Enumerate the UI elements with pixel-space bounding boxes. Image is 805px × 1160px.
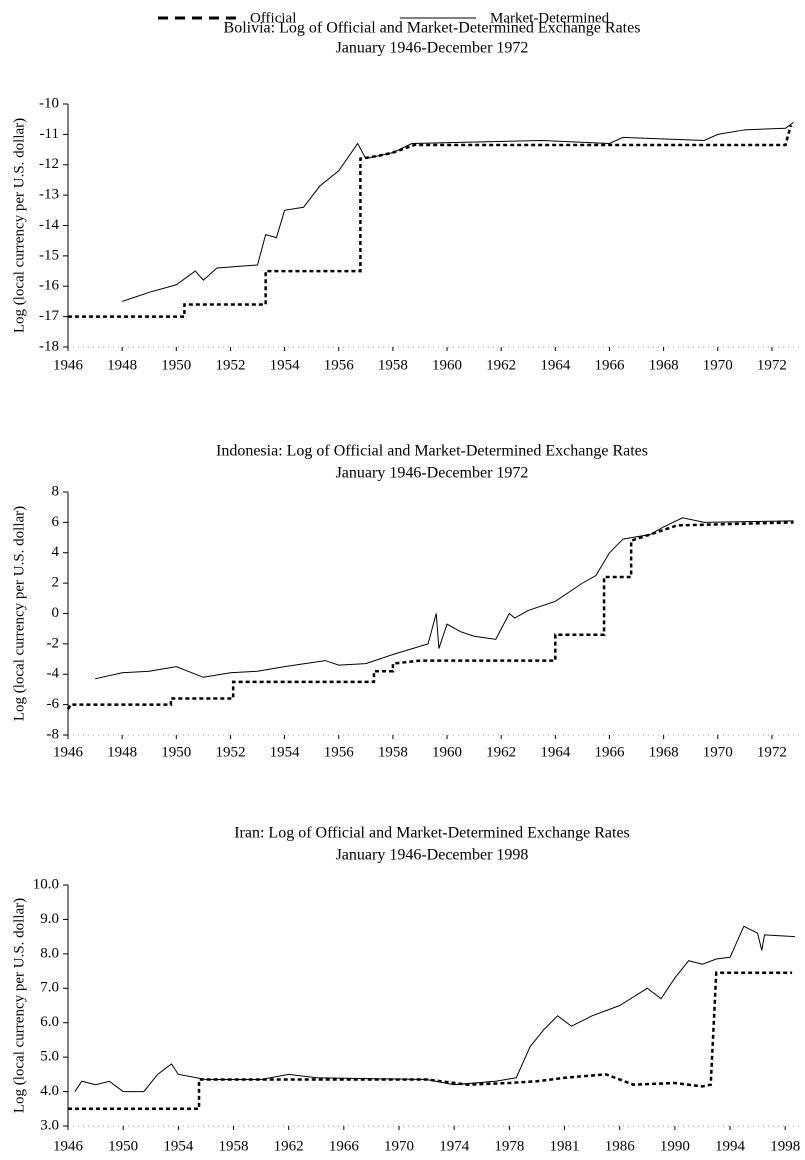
official-line — [68, 971, 793, 1111]
chart-subtitle: January 1946-December 1998 — [336, 847, 529, 864]
chart: Iran: Log of Official and Market-Determi… — [11, 825, 800, 1155]
y-tick-label: -15 — [39, 247, 59, 263]
y-tick-label: -17 — [39, 308, 59, 324]
x-tick-label: 1956 — [324, 357, 355, 373]
chart-subtitle: January 1946-December 1972 — [336, 465, 529, 482]
x-tick-label: 1958 — [378, 744, 408, 760]
y-axis-label: Log (local currency per U.S. dollar) — [11, 506, 27, 721]
x-tick-label: 1978 — [494, 1138, 524, 1154]
legend-label: Official — [250, 10, 296, 26]
x-tick-label: 1986 — [605, 1138, 636, 1154]
x-tick-label: 1954 — [270, 357, 301, 373]
x-tick-label: 1952 — [215, 744, 245, 760]
chart-title: Bolivia: Log of Official and Market-Dete… — [224, 20, 641, 37]
x-tick-label: 1968 — [649, 744, 679, 760]
x-tick-label: 1960 — [432, 744, 462, 760]
y-tick-label: -18 — [39, 338, 59, 354]
y-tick-label: 9.0 — [40, 911, 59, 927]
x-tick-label: 1950 — [108, 1138, 138, 1154]
y-tick-label: -12 — [39, 156, 59, 172]
x-tick-label: 1946 — [53, 744, 84, 760]
x-tick-label: 1946 — [53, 1138, 84, 1154]
market-line — [121, 121, 794, 302]
y-tick-label: 4 — [52, 544, 60, 560]
y-tick-label: 6 — [52, 514, 60, 530]
x-tick-label: 1966 — [329, 1138, 360, 1154]
x-tick-label: 1966 — [594, 744, 625, 760]
x-tick-label: 1998 — [770, 1138, 800, 1154]
x-tick-label: 1962 — [486, 357, 516, 373]
x-tick-label: 1994 — [715, 1138, 746, 1154]
y-tick-label: 6.0 — [40, 1014, 59, 1030]
x-tick-label: 1954 — [270, 744, 301, 760]
x-tick-label: 1990 — [660, 1138, 690, 1154]
x-tick-label: 1948 — [107, 357, 137, 373]
x-tick-label: 1972 — [757, 744, 787, 760]
y-tick-label: 10.0 — [33, 876, 59, 892]
market-line — [74, 925, 795, 1093]
y-tick-label: 8.0 — [40, 945, 59, 961]
chart: Indonesia: Log of Official and Market-De… — [11, 443, 799, 760]
legend-label: Market-Determined — [490, 10, 610, 26]
y-tick-label: -4 — [47, 666, 60, 682]
y-tick-label: -2 — [47, 635, 60, 651]
x-tick-label: 1970 — [703, 744, 733, 760]
x-tick-label: 1954 — [163, 1138, 194, 1154]
y-tick-label: 2 — [52, 575, 60, 591]
x-tick-label: 1960 — [432, 357, 462, 373]
y-tick-label: -8 — [47, 726, 60, 742]
x-tick-label: 1962 — [486, 744, 516, 760]
x-tick-label: 1950 — [161, 744, 191, 760]
official-line — [68, 124, 793, 318]
chart-title: Iran: Log of Official and Market-Determi… — [234, 825, 630, 842]
y-axis-label: Log (local currency per U.S. dollar) — [11, 898, 27, 1113]
x-tick-label: 1970 — [703, 357, 733, 373]
x-tick-label: 1964 — [540, 357, 571, 373]
x-tick-label: 1968 — [649, 357, 679, 373]
y-tick-label: 0 — [52, 605, 60, 621]
official-line — [66, 521, 794, 710]
chart: Bolivia: Log of Official and Market-Dete… — [11, 20, 799, 373]
x-tick-label: 1962 — [274, 1138, 304, 1154]
x-tick-label: 1950 — [161, 357, 191, 373]
x-tick-label: 1974 — [439, 1138, 470, 1154]
y-axis-label: Log (local currency per U.S. dollar) — [11, 118, 27, 333]
y-tick-label: -10 — [39, 95, 59, 111]
x-tick-label: 1966 — [594, 357, 625, 373]
y-tick-label: 7.0 — [40, 980, 59, 996]
y-tick-label: 3.0 — [40, 1117, 59, 1133]
y-tick-label: -13 — [39, 187, 59, 203]
legend: Official Market-Determined — [158, 10, 610, 26]
x-tick-label: 1952 — [215, 357, 245, 373]
x-tick-label: 1946 — [53, 357, 84, 373]
y-tick-label: -16 — [39, 278, 59, 294]
market-line — [94, 517, 794, 680]
x-tick-label: 1972 — [757, 357, 787, 373]
y-tick-label: -6 — [47, 696, 60, 712]
y-tick-label: -14 — [39, 217, 59, 233]
y-tick-label: 4.0 — [40, 1083, 59, 1099]
x-tick-label: 1970 — [384, 1138, 414, 1154]
chart-title: Indonesia: Log of Official and Market-De… — [216, 443, 648, 460]
x-tick-label: 1958 — [219, 1138, 249, 1154]
chart-subtitle: January 1946-December 1972 — [336, 40, 529, 57]
y-tick-label: 8 — [52, 483, 60, 499]
x-tick-label: 1958 — [378, 357, 408, 373]
y-tick-label: 5.0 — [40, 1049, 59, 1065]
x-tick-label: 1981 — [550, 1138, 580, 1154]
x-tick-label: 1956 — [324, 744, 355, 760]
x-tick-label: 1964 — [540, 744, 571, 760]
x-tick-label: 1948 — [107, 744, 137, 760]
y-tick-label: -11 — [40, 126, 59, 142]
